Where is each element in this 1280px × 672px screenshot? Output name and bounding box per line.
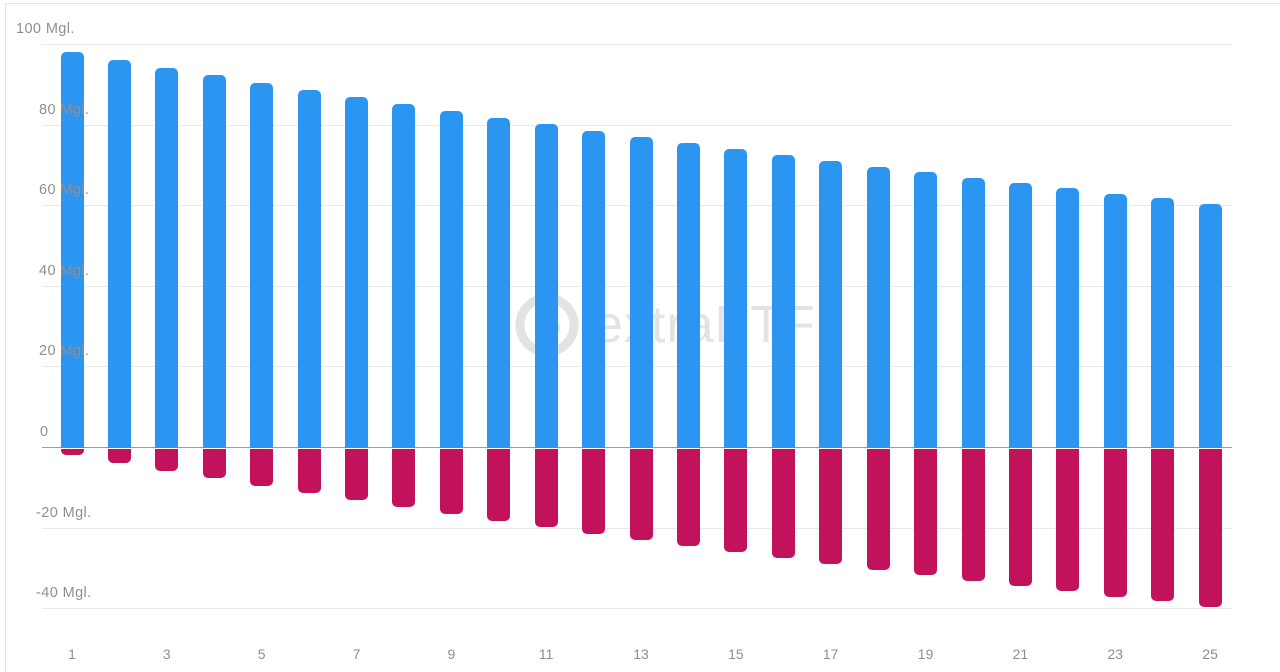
card-top-border <box>5 3 1280 4</box>
x-tick-label: 25 <box>1202 646 1218 662</box>
bar-negative[interactable] <box>629 449 653 541</box>
card-left-border <box>5 3 6 672</box>
y-tick-label: 100 Mgl. <box>16 21 75 37</box>
gridline <box>42 44 1232 45</box>
bar-negative[interactable] <box>392 449 416 507</box>
bar-positive[interactable] <box>1151 198 1175 448</box>
x-tick-label: 3 <box>162 646 171 662</box>
x-tick-label: 9 <box>447 646 456 662</box>
bar-positive[interactable] <box>155 67 179 448</box>
y-tick-label: 0 <box>40 424 49 440</box>
x-tick-label: 7 <box>352 646 361 662</box>
bar-negative[interactable] <box>961 449 985 581</box>
bar-positive[interactable] <box>202 75 226 448</box>
bar-negative[interactable] <box>534 449 558 528</box>
bar-positive[interactable] <box>297 89 321 448</box>
bar-positive[interactable] <box>771 155 795 448</box>
x-tick-label: 11 <box>538 646 554 662</box>
x-tick-label: 19 <box>917 646 934 662</box>
bar-positive[interactable] <box>724 149 748 448</box>
bar-positive[interactable] <box>60 52 84 448</box>
bar-negative[interactable] <box>1008 449 1032 586</box>
bar-positive[interactable] <box>1103 193 1127 448</box>
bar-negative[interactable] <box>1103 449 1127 597</box>
x-tick-label: 15 <box>728 646 744 662</box>
bar-positive[interactable] <box>487 117 511 448</box>
y-tick-label: 20 Mgl. <box>39 343 90 359</box>
bar-positive[interactable] <box>677 143 700 448</box>
bar-positive[interactable] <box>582 130 606 448</box>
bar-positive[interactable] <box>629 137 653 448</box>
bar-negative[interactable] <box>202 449 226 479</box>
x-tick-label: 17 <box>822 646 839 662</box>
bar-negative[interactable] <box>724 449 748 553</box>
x-tick-label: 21 <box>1012 646 1029 662</box>
bar-negative[interactable] <box>250 449 274 486</box>
bar-positive[interactable] <box>819 160 843 448</box>
bar-positive[interactable] <box>961 177 985 448</box>
bar-negative[interactable] <box>582 449 606 534</box>
gridline <box>42 125 1232 126</box>
y-tick-label: -40 Mgl. <box>36 585 92 601</box>
bar-positive[interactable] <box>1008 183 1032 448</box>
bar-negative[interactable] <box>771 449 795 559</box>
bar-positive[interactable] <box>107 60 131 448</box>
bar-negative[interactable] <box>345 449 368 501</box>
y-tick-label: 40 Mgl. <box>39 263 90 279</box>
bar-positive[interactable] <box>439 110 463 448</box>
bar-negative[interactable] <box>487 449 511 521</box>
bar-negative[interactable] <box>60 449 84 456</box>
bar-negative[interactable] <box>819 449 843 564</box>
y-tick-label: 80 Mgl. <box>39 102 90 118</box>
y-tick-label: -20 Mgl. <box>36 505 92 521</box>
bar-negative[interactable] <box>107 449 131 464</box>
bar-negative[interactable] <box>1151 449 1175 602</box>
bar-positive[interactable] <box>866 166 890 448</box>
bar-positive[interactable] <box>345 97 368 448</box>
bar-negative[interactable] <box>677 449 700 547</box>
bar-negative[interactable] <box>866 449 890 570</box>
x-tick-label: 13 <box>633 646 649 662</box>
bar-positive[interactable] <box>392 104 416 448</box>
bar-positive[interactable] <box>1056 188 1080 448</box>
bar-positive[interactable] <box>534 124 558 448</box>
bar-positive[interactable] <box>250 82 274 448</box>
bar-negative[interactable] <box>439 449 463 514</box>
bar-positive[interactable] <box>914 172 938 448</box>
x-tick-label: 1 <box>68 646 76 662</box>
bar-negative[interactable] <box>155 449 179 471</box>
bar-negative[interactable] <box>1056 449 1080 592</box>
bar-negative[interactable] <box>914 449 938 576</box>
x-tick-label: 5 <box>257 646 266 662</box>
bar-positive[interactable] <box>1198 203 1222 448</box>
y-tick-label: 60 Mgl. <box>39 182 90 198</box>
bar-negative[interactable] <box>297 449 321 493</box>
bar-negative[interactable] <box>1198 449 1222 607</box>
x-tick-label: 23 <box>1107 646 1123 662</box>
gridline <box>42 608 1232 609</box>
